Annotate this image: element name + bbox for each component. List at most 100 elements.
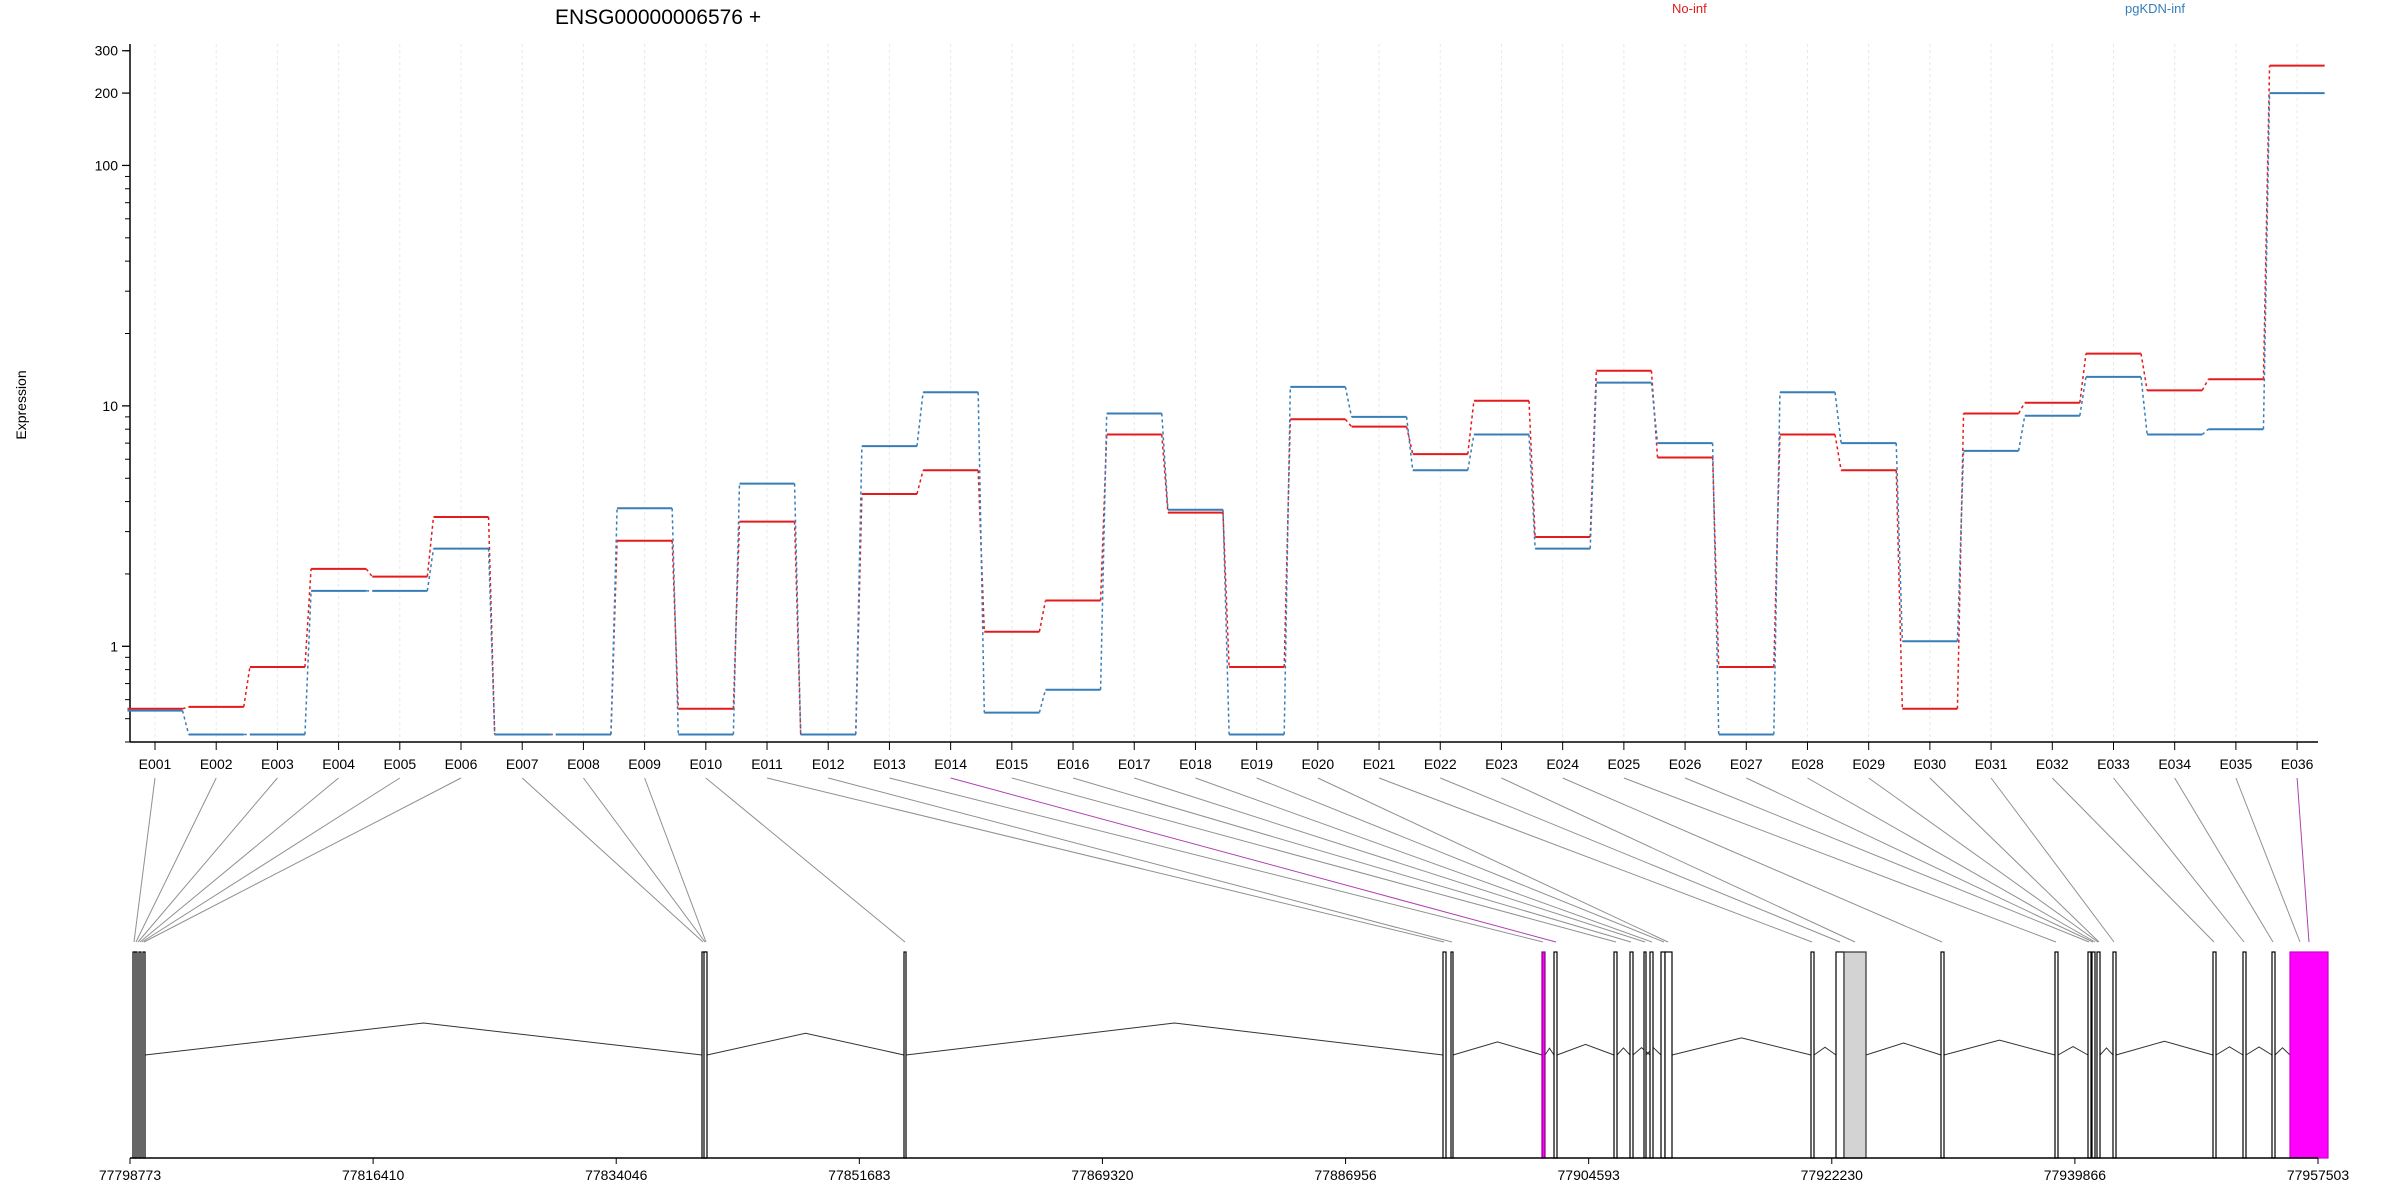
genomic-tick-label: 77834046 — [585, 1167, 648, 1183]
exon-connector — [1929, 777, 2100, 943]
series-lines — [127, 64, 2325, 736]
x-tick-label: E023 — [1485, 756, 1518, 772]
y-tick-label: 200 — [95, 85, 119, 101]
series-connector — [1405, 416, 1414, 471]
exon-box — [142, 951, 146, 1159]
genomic-tick-label: 77816410 — [342, 1167, 405, 1183]
x-tick-label: E034 — [2158, 756, 2191, 772]
x-tick-label: E002 — [200, 756, 233, 772]
exon-box — [1835, 951, 1845, 1159]
exon-box — [1810, 951, 1815, 1159]
series-connector — [732, 521, 741, 709]
y-tick-label: 10 — [102, 398, 118, 414]
x-tick-label: E013 — [873, 756, 906, 772]
exon-connector — [1440, 777, 1841, 943]
x-axis: E001 E002 E003 E004 E005 E006 E007 E008 E009 E010… — [130, 741, 2318, 772]
series-connector — [977, 392, 986, 713]
legend-no-inf: No-inf — [1672, 1, 1707, 16]
exon-connector — [1072, 777, 1632, 943]
series-connector — [1834, 434, 1842, 471]
x-tick-label: E004 — [322, 756, 355, 772]
series-connector — [1161, 413, 1169, 510]
x-tick-label: E022 — [1424, 756, 1457, 772]
intron-line — [1452, 1041, 1543, 1056]
x-tick-label: E033 — [2097, 756, 2130, 772]
exon-box — [2112, 951, 2117, 1159]
exon-box — [2289, 951, 2329, 1159]
exon-box — [2271, 951, 2276, 1159]
series-connector — [1038, 689, 1047, 713]
intron-line — [1632, 1046, 1651, 1056]
series-connector — [2079, 376, 2087, 416]
series-connector — [304, 568, 312, 668]
series-connector — [1038, 600, 1047, 632]
exon-connector — [1378, 777, 1813, 943]
exon-box — [1643, 951, 1647, 1159]
exon-connector — [1501, 777, 1856, 943]
x-tick-label: E014 — [934, 756, 967, 772]
series-connector — [487, 516, 496, 735]
x-tick-label: E025 — [1608, 756, 1641, 772]
genomic-tick-label: 77957503 — [2287, 1167, 2350, 1183]
genomic-tick-label: 77904593 — [1558, 1167, 1621, 1183]
exon-connector — [1990, 777, 2115, 943]
exon-connector — [1195, 777, 1653, 943]
genomic-tick-label: 77869320 — [1071, 1167, 1134, 1183]
series-connector — [1222, 509, 1230, 735]
exon-box — [2242, 951, 2247, 1159]
exon-connector — [1256, 777, 1665, 943]
x-tick-label: E024 — [1546, 756, 1579, 772]
series-connector — [1956, 450, 1965, 642]
exon-box — [1541, 951, 1546, 1159]
exon-connector — [141, 777, 401, 943]
exon-connector — [137, 777, 278, 943]
series-connector — [2140, 376, 2148, 435]
x-tick-label: E035 — [2220, 756, 2253, 772]
intron-line — [1813, 1046, 1837, 1056]
series-connector — [1528, 400, 1536, 537]
series-connector — [916, 470, 924, 495]
series-connector — [2262, 93, 2271, 430]
series-pgKDN-inf — [127, 92, 2325, 736]
intron-line — [2099, 1047, 2114, 1056]
series-connector — [1344, 386, 1353, 418]
exon-connector — [521, 777, 704, 943]
exon-connector — [1562, 777, 1943, 943]
exon-connector — [143, 777, 462, 943]
series-No-inf — [127, 64, 2325, 736]
exon-box — [1649, 951, 1654, 1159]
intron-line — [1544, 1047, 1555, 1056]
series-connector — [1650, 382, 1659, 444]
series-connector — [1283, 386, 1292, 735]
exon-box — [2096, 951, 2101, 1159]
intron-line — [905, 1022, 1444, 1056]
series-connector — [426, 516, 435, 577]
intron-line — [1671, 1037, 1812, 1056]
x-tick-label: E027 — [1730, 756, 1763, 772]
exon-connector — [1134, 777, 1646, 943]
intron-line — [1556, 1043, 1615, 1056]
x-tick-label: E003 — [261, 756, 294, 772]
y-tick-label: 100 — [95, 157, 119, 173]
intron-line — [2057, 1046, 2089, 1056]
series-connector — [1099, 434, 1108, 601]
gene-model — [132, 951, 2329, 1159]
x-tick-label: E021 — [1363, 756, 1396, 772]
series-connector — [2201, 378, 2210, 391]
x-tick-label: E019 — [1240, 756, 1273, 772]
series-connector — [181, 710, 190, 735]
genomic-tick-label: 77922230 — [1801, 1167, 1864, 1183]
series-connector — [1283, 419, 1292, 668]
x-tick-label: E036 — [2281, 756, 2314, 772]
exon-connector — [139, 777, 339, 943]
series-connector — [610, 508, 618, 735]
series-connector — [855, 446, 863, 735]
series-connector — [2201, 428, 2209, 436]
exon-connector — [583, 777, 706, 943]
x-tick-label: E028 — [1791, 756, 1824, 772]
series-connector — [1467, 400, 1475, 455]
exon-connector — [1011, 777, 1617, 943]
exon-box — [1629, 951, 1634, 1159]
x-tick-label: E029 — [1852, 756, 1885, 772]
series-connector — [1467, 434, 1475, 471]
